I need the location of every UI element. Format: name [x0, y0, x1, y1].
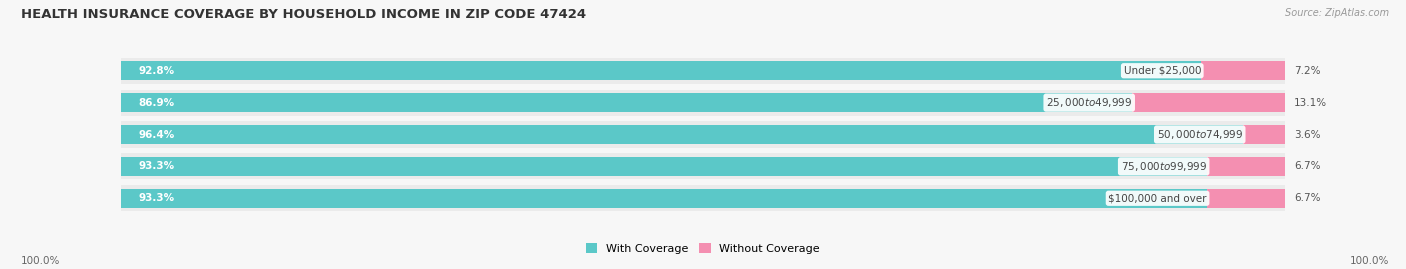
- Bar: [121, 189, 1206, 207]
- Bar: [121, 153, 1285, 179]
- Bar: [121, 125, 1243, 144]
- Bar: [121, 90, 1285, 116]
- Text: $75,000 to $99,999: $75,000 to $99,999: [1121, 160, 1206, 173]
- Text: 100.0%: 100.0%: [1350, 256, 1389, 266]
- Text: 13.1%: 13.1%: [1294, 98, 1327, 108]
- Bar: [1206, 157, 1285, 176]
- Bar: [1132, 93, 1285, 112]
- Bar: [121, 185, 1285, 211]
- Text: 86.9%: 86.9%: [139, 98, 174, 108]
- Bar: [121, 58, 1285, 84]
- Bar: [1243, 125, 1285, 144]
- Legend: With Coverage, Without Coverage: With Coverage, Without Coverage: [582, 238, 824, 258]
- Bar: [121, 93, 1132, 112]
- Bar: [121, 62, 1201, 80]
- Bar: [121, 157, 1206, 176]
- Bar: [1206, 189, 1285, 207]
- Text: 93.3%: 93.3%: [139, 193, 174, 203]
- Text: 96.4%: 96.4%: [139, 129, 174, 140]
- Text: $25,000 to $49,999: $25,000 to $49,999: [1046, 96, 1132, 109]
- Text: 7.2%: 7.2%: [1294, 66, 1320, 76]
- Text: Source: ZipAtlas.com: Source: ZipAtlas.com: [1285, 8, 1389, 18]
- Text: HEALTH INSURANCE COVERAGE BY HOUSEHOLD INCOME IN ZIP CODE 47424: HEALTH INSURANCE COVERAGE BY HOUSEHOLD I…: [21, 8, 586, 21]
- Text: Under $25,000: Under $25,000: [1123, 66, 1201, 76]
- Text: 100.0%: 100.0%: [21, 256, 60, 266]
- Text: $100,000 and over: $100,000 and over: [1108, 193, 1206, 203]
- Text: 6.7%: 6.7%: [1294, 161, 1320, 171]
- Bar: [121, 121, 1285, 148]
- Bar: [1201, 62, 1285, 80]
- Text: 6.7%: 6.7%: [1294, 193, 1320, 203]
- Text: 3.6%: 3.6%: [1294, 129, 1320, 140]
- Text: 93.3%: 93.3%: [139, 161, 174, 171]
- Text: 92.8%: 92.8%: [139, 66, 174, 76]
- Text: $50,000 to $74,999: $50,000 to $74,999: [1157, 128, 1243, 141]
